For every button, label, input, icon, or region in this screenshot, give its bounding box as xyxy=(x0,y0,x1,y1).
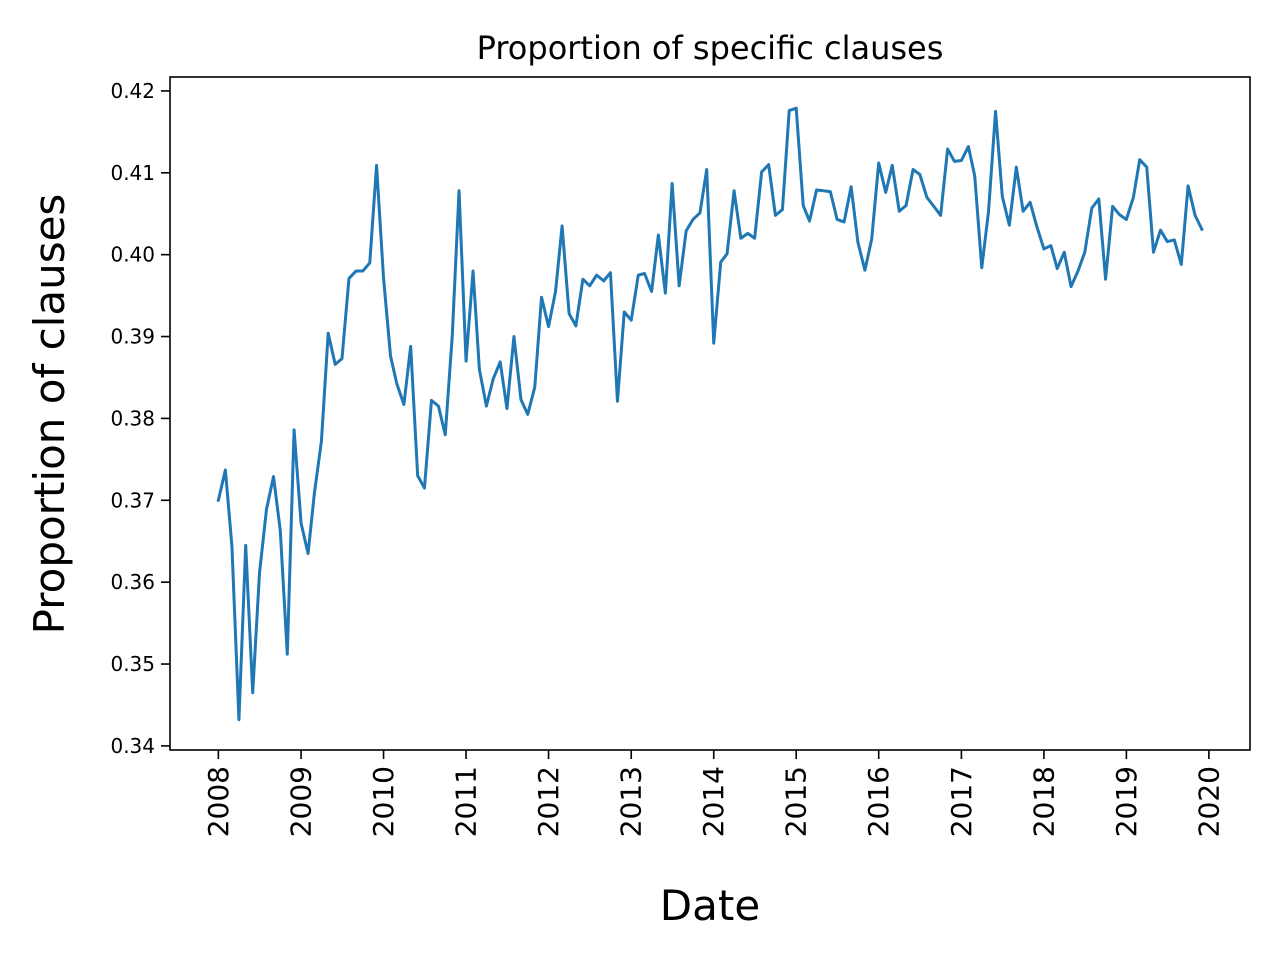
x-tick-label: 2017 xyxy=(945,766,978,837)
x-tick-label: 2010 xyxy=(367,766,400,837)
series-line xyxy=(216,106,1204,722)
x-tick-label: 2015 xyxy=(780,766,813,837)
x-tick-label: 2012 xyxy=(532,766,565,837)
y-tick-label: 0.37 xyxy=(110,488,155,512)
x-tick-label: 2011 xyxy=(450,766,483,837)
x-tick-label: 2013 xyxy=(615,766,648,837)
y-tick-label: 0.39 xyxy=(110,325,155,349)
y-tick-label: 0.41 xyxy=(110,161,155,185)
y-tick-label: 0.36 xyxy=(110,570,155,594)
y-tick-label: 0.42 xyxy=(110,79,155,103)
plot-frame xyxy=(169,76,1251,751)
y-tick-label: 0.38 xyxy=(110,406,155,430)
y-axis: 0.34 0.35 0.36 0.37 0.38 0.39 0.40 0.41 0.42 xyxy=(110,79,170,758)
x-axis: 2008 2009 2010 2011 2012 2013 2014 2015 2016 2017… xyxy=(202,750,1225,837)
y-tick-label: 0.34 xyxy=(110,734,155,758)
plot-area: 2008 2009 2010 2011 2012 2013 2014 2015 2016 2017… xyxy=(110,76,1251,837)
y-tick-label: 0.35 xyxy=(110,652,155,676)
chart-title: Proportion of specific clauses xyxy=(477,29,944,67)
x-tick-label: 2009 xyxy=(285,766,318,837)
x-tick-label: 2018 xyxy=(1027,766,1060,837)
x-tick-label: 2008 xyxy=(202,766,235,837)
y-axis-label: Proportion of clauses xyxy=(25,194,74,635)
x-tick-label: 2020 xyxy=(1192,766,1225,837)
y-tick-label: 0.40 xyxy=(110,243,155,267)
x-tick-label: 2016 xyxy=(862,766,895,837)
x-axis-label: Date xyxy=(660,881,760,930)
x-tick-label: 2019 xyxy=(1110,766,1143,837)
x-tick-label: 2014 xyxy=(697,766,730,837)
